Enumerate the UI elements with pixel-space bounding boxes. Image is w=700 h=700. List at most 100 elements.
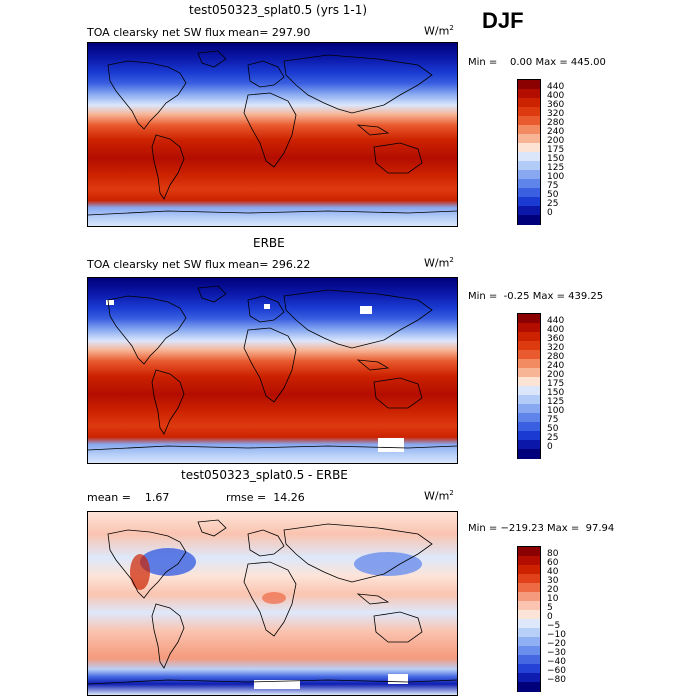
colorbar-cell	[518, 619, 540, 629]
colorbar-tick-label: −60	[547, 666, 566, 676]
colorbar-tick-label: 50	[547, 190, 559, 200]
colorbar-tick-label: 320	[547, 343, 565, 353]
colorbar-tick-label: 150	[547, 154, 565, 164]
colorbar-cell	[518, 179, 540, 189]
panel3-colorbar-cells	[518, 547, 540, 692]
colorbar-cell	[518, 125, 540, 135]
panel3-mean: mean = 1.67	[87, 491, 170, 504]
colorbar-cell	[518, 368, 540, 378]
colorbar-tick-label: 200	[547, 370, 565, 380]
colorbar-cell	[518, 107, 540, 117]
colorbar-tick-label: 175	[547, 145, 565, 155]
colorbar-tick-label: 10	[547, 594, 559, 604]
panel3-colorbar-labels: 80 60 40 30 20 10 5 0 −5 −10 −20 −30 −40 −60 −80	[545, 546, 585, 690]
colorbar-cell	[518, 583, 540, 593]
panel1-minmax: Min = 0.00 Max = 445.00	[468, 57, 606, 68]
colorbar-tick-label: 320	[547, 109, 565, 119]
colorbar-tick-label: 25	[547, 433, 559, 443]
colorbar-cell	[518, 98, 540, 108]
panel1-mean: mean= 297.90	[228, 26, 311, 39]
colorbar-cell	[518, 655, 540, 665]
colorbar-tick-label: −80	[547, 675, 566, 685]
colorbar-cell	[518, 170, 540, 180]
colorbar-tick-label: 125	[547, 163, 565, 173]
colorbar-tick-label: 30	[547, 576, 559, 586]
panel1-colorbar-cells	[518, 80, 540, 225]
panel3-title: test050323_splat0.5 - ERBE	[181, 468, 348, 482]
panel2-colorbar-labels: 440 400 360 320 280 240 200 175 150 125 100 75 50 25 0	[545, 313, 585, 457]
colorbar-cell	[518, 359, 540, 369]
panel1-map	[87, 42, 458, 227]
colorbar-cell	[518, 547, 540, 557]
colorbar-cell	[518, 152, 540, 162]
colorbar-tick-label: 40	[547, 567, 559, 577]
colorbar-tick-label: 100	[547, 172, 565, 182]
colorbar-tick-label: 280	[547, 118, 565, 128]
panel1-colorbar-labels: 440 400 360 320 280 240 200 175 150 125 100 75 50 25 0	[545, 79, 585, 223]
panel1-units: W/m2	[424, 24, 454, 38]
colorbar-cell	[518, 646, 540, 656]
colorbar-cell	[518, 143, 540, 153]
panel2-colorbar	[517, 313, 541, 459]
colorbar-tick-label: 50	[547, 424, 559, 434]
colorbar-cell	[518, 377, 540, 387]
colorbar-cell	[518, 161, 540, 171]
colorbar-tick-label: 280	[547, 352, 565, 362]
colorbar-cell	[518, 89, 540, 99]
colorbar-tick-label: 25	[547, 199, 559, 209]
colorbar-cell	[518, 440, 540, 450]
panel1-title: test050323_splat0.5 (yrs 1-1)	[189, 3, 368, 17]
colorbar-cell	[518, 341, 540, 351]
colorbar-cell	[518, 350, 540, 360]
colorbar-tick-label: 125	[547, 397, 565, 407]
colorbar-tick-label: 360	[547, 100, 565, 110]
panel1-variable: TOA clearsky net SW flux	[87, 26, 226, 39]
season-label: DJF	[482, 8, 524, 33]
colorbar-cell	[518, 404, 540, 414]
colorbar-cell	[518, 637, 540, 647]
colorbar-tick-label: 5	[547, 603, 553, 613]
panel3-colorbar	[517, 546, 541, 692]
colorbar-cell	[518, 80, 540, 90]
panel2-mean: mean= 296.22	[228, 258, 311, 271]
colorbar-cell	[518, 116, 540, 126]
panel3-rmse: rmse = 14.26	[226, 491, 305, 504]
colorbar-cell	[518, 601, 540, 611]
colorbar-cell	[518, 188, 540, 198]
colorbar-cell	[518, 413, 540, 423]
colorbar-cell	[518, 323, 540, 333]
panel3-minmax: Min = −219.23 Max = 97.94	[468, 523, 615, 534]
colorbar-cell	[518, 574, 540, 584]
panel2-colorbar-cells	[518, 314, 540, 459]
colorbar-tick-label: 0	[547, 612, 553, 622]
colorbar-cell	[518, 314, 540, 324]
colorbar-cell	[518, 565, 540, 575]
panel2-units: W/m2	[424, 256, 454, 270]
panel3-map	[87, 511, 458, 696]
colorbar-tick-label: 0	[547, 208, 553, 218]
colorbar-cell	[518, 386, 540, 396]
colorbar-tick-label: 240	[547, 361, 565, 371]
colorbar-cell	[518, 197, 540, 207]
colorbar-cell	[518, 431, 540, 441]
colorbar-cell	[518, 215, 540, 225]
colorbar-tick-label: 20	[547, 585, 559, 595]
colorbar-cell	[518, 673, 540, 683]
colorbar-tick-label: 440	[547, 316, 565, 326]
panel2-title: ERBE	[253, 236, 285, 250]
colorbar-tick-label: 360	[547, 334, 565, 344]
colorbar-cell	[518, 592, 540, 602]
colorbar-tick-label: 75	[547, 181, 559, 191]
panel2-variable: TOA clearsky net SW flux	[87, 258, 226, 271]
colorbar-cell	[518, 332, 540, 342]
colorbar-tick-label: 240	[547, 127, 565, 137]
colorbar-tick-label: −20	[547, 639, 566, 649]
panel1-colorbar	[517, 79, 541, 225]
colorbar-tick-label: 440	[547, 82, 565, 92]
colorbar-tick-label: 200	[547, 136, 565, 146]
colorbar-tick-label: 0	[547, 442, 553, 452]
colorbar-cell	[518, 449, 540, 459]
colorbar-cell	[518, 556, 540, 566]
colorbar-cell	[518, 395, 540, 405]
colorbar-tick-label: 150	[547, 388, 565, 398]
